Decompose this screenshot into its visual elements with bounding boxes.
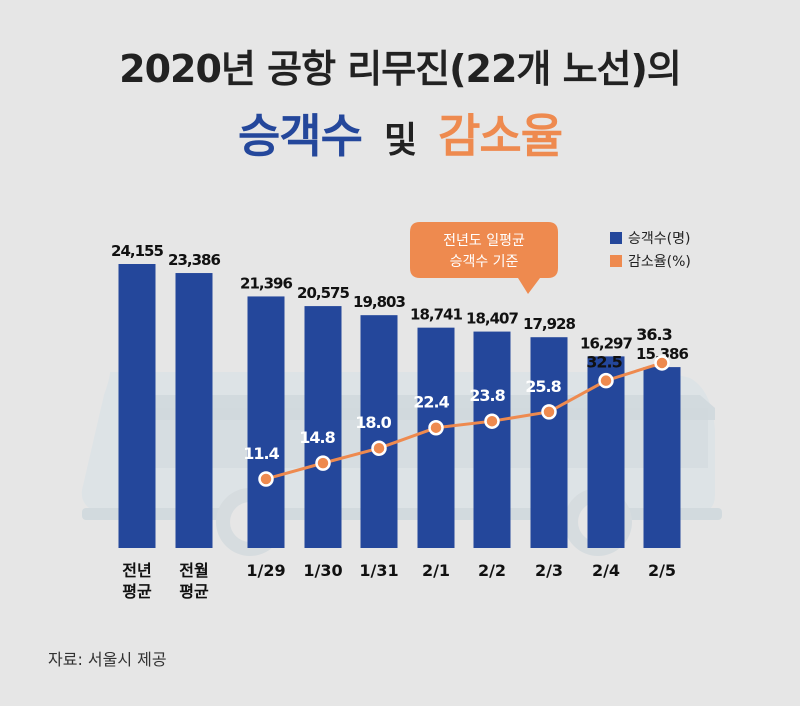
rate-label-5: 22.4 <box>413 393 449 412</box>
source-note: 자료: 서울시 제공 <box>48 650 167 669</box>
bar-4 <box>360 315 398 548</box>
bar-value-label-4: 19,803 <box>353 293 405 311</box>
legend-swatch-passengers <box>610 232 622 244</box>
bar-7 <box>530 337 568 548</box>
category-label-1-line1: 전월 <box>179 561 208 580</box>
rate-label-9: 36.3 <box>636 325 671 344</box>
rate-label-8: 32.5 <box>586 353 622 372</box>
legend-swatch-decline <box>610 255 622 267</box>
bar-value-label-7: 17,928 <box>523 315 575 333</box>
line-point-2 <box>258 471 274 487</box>
category-label-9: 2/5 <box>648 561 676 580</box>
chart-title-line1: 2020년 공항 리무진(22개 노선)의 <box>119 47 682 91</box>
bar-1 <box>175 273 213 548</box>
bar-value-label-8: 16,297 <box>580 334 632 352</box>
callout-line-2: 승객수 기준 <box>450 254 519 270</box>
bar-2 <box>247 296 285 548</box>
title-decline-rate: 감소율 <box>438 109 563 163</box>
line-point-4 <box>371 440 387 456</box>
bar-series <box>118 264 681 548</box>
category-label-5: 2/1 <box>422 561 450 580</box>
bar-value-label-0: 24,155 <box>111 242 163 260</box>
rate-label-6: 23.8 <box>469 386 505 405</box>
bar-6 <box>473 331 511 548</box>
bar-value-label-2: 21,396 <box>240 274 292 292</box>
title-and: 및 <box>383 120 417 161</box>
line-point-7 <box>541 404 557 420</box>
line-series: 11.4 14.8 18.0 22.4 23.8 25.8 32.5 36.3 <box>243 325 673 487</box>
rate-label-7: 25.8 <box>525 377 561 396</box>
line-point-6 <box>484 413 500 429</box>
legend: 승객수(명) 감소율(%) <box>610 231 691 270</box>
bar-value-label-9: 15,386 <box>636 345 688 363</box>
category-label-0-line1: 전년 <box>122 561 151 580</box>
legend-label-decline: 감소율(%) <box>628 254 691 270</box>
callout-line-1: 전년도 일평균 <box>443 233 525 249</box>
callout-bubble: 전년도 일평균 승객수 기준 <box>410 222 558 294</box>
category-label-3: 1/30 <box>303 561 342 580</box>
bar-0 <box>118 264 156 548</box>
category-label-8: 2/4 <box>592 561 620 580</box>
bar-9 <box>643 367 681 548</box>
line-point-5 <box>428 419 444 436</box>
rate-label-2: 11.4 <box>243 444 279 463</box>
category-label-4: 1/31 <box>359 561 398 580</box>
rate-label-3: 14.8 <box>299 428 335 447</box>
category-label-0-line2: 평균 <box>122 582 152 601</box>
bar-5 <box>417 327 455 548</box>
legend-label-passengers: 승객수(명) <box>628 231 690 247</box>
bar-value-label-3: 20,575 <box>297 284 349 302</box>
line-point-3 <box>315 455 331 471</box>
category-label-6: 2/2 <box>478 561 506 580</box>
bar-3 <box>304 306 342 548</box>
category-label-2: 1/29 <box>246 561 285 580</box>
category-label-7: 2/3 <box>535 561 563 580</box>
category-label-1-line2: 평균 <box>179 582 209 601</box>
rate-label-4: 18.0 <box>355 413 391 432</box>
bar-value-label-5: 18,741 <box>410 306 462 324</box>
bar-value-label-6: 18,407 <box>466 310 518 328</box>
title-passengers: 승객수 <box>237 109 363 163</box>
bar-value-label-1: 23,386 <box>168 251 220 269</box>
line-point-9 <box>654 355 670 371</box>
line-point-8 <box>598 372 614 389</box>
decline-rate-line <box>265 361 663 481</box>
chart-title-line2: 승객수 및 감소율 <box>0 100 800 166</box>
